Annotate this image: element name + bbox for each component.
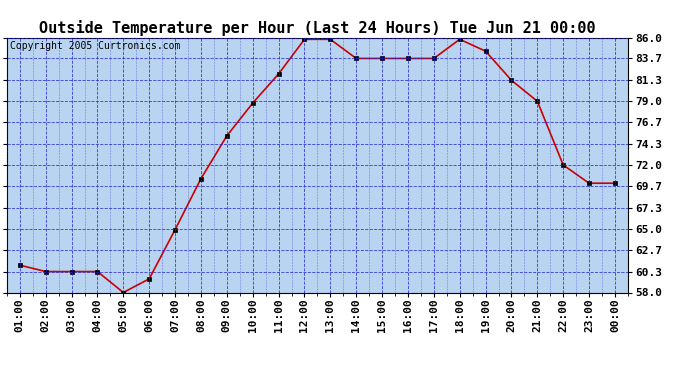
Title: Outside Temperature per Hour (Last 24 Hours) Tue Jun 21 00:00: Outside Temperature per Hour (Last 24 Ho… <box>39 20 595 36</box>
Text: Copyright 2005 Curtronics.com: Copyright 2005 Curtronics.com <box>10 41 180 51</box>
